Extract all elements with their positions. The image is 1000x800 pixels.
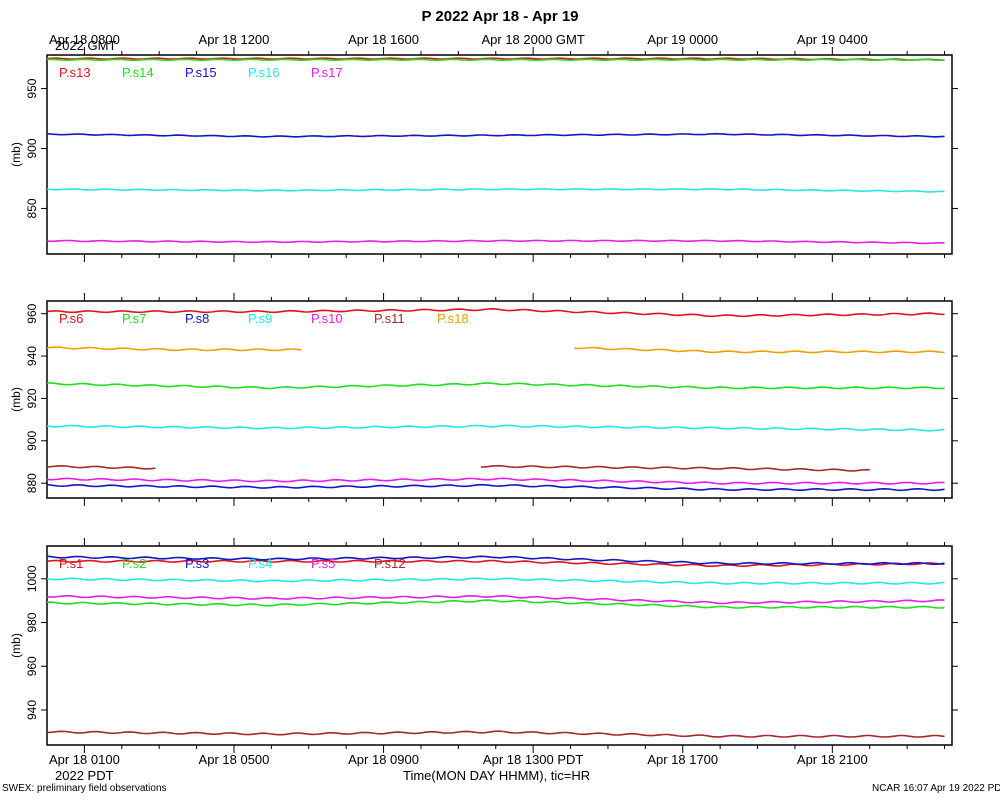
gmt-tick-label: Apr 18 0800 <box>49 32 120 47</box>
gmt-year-label: 2022 GMT <box>55 38 117 53</box>
series-line-P-s8 <box>46 483 945 492</box>
legend-entry-P-s12: P.s12 <box>374 556 406 571</box>
pdt-tick-label: Apr 18 1300 PDT <box>483 752 584 767</box>
gmt-tick-label: Apr 19 0000 <box>647 32 718 47</box>
y-tick-label: 900 <box>25 138 39 158</box>
footer-right-note: NCAR 16:07 Apr 19 2022 PDT <box>872 783 1000 794</box>
legend-entry-P-s10: P.s10 <box>311 311 343 326</box>
legend-entry-P-s11: P.s11 <box>374 311 405 326</box>
legend-entry-P-s9: P.s9 <box>248 311 272 326</box>
pdt-tick-label: Apr 18 0100 <box>49 752 120 767</box>
legend-entry-P-s13: P.s13 <box>59 65 91 80</box>
pdt-tick-label: Apr 18 1700 <box>647 752 718 767</box>
gmt-tick-label: Apr 18 1600 <box>348 32 419 47</box>
legend-entry-P-s14: P.s14 <box>122 65 154 80</box>
series-line-P-s13 <box>46 57 945 61</box>
series-line-P-s17 <box>46 239 945 245</box>
y-axis-label: (mb) <box>9 633 23 658</box>
y-tick-label: 960 <box>25 656 39 676</box>
series-line-P-s14 <box>47 58 945 62</box>
y-tick-label: 950 <box>25 78 39 98</box>
series-line-P-s16 <box>46 188 945 193</box>
pdt-year-label: 2022 PDT <box>55 768 114 783</box>
series-line-P-s10 <box>46 477 945 485</box>
series-line-P-s15 <box>46 132 945 138</box>
y-tick-label: 920 <box>25 388 39 408</box>
y-tick-label: 850 <box>25 198 39 218</box>
legend-entry-P-s1: P.s1 <box>59 556 83 571</box>
x-axis-label: Time(MON DAY HHMM), tic=HR <box>403 768 591 783</box>
chart-title: P 2022 Apr 18 - Apr 19 <box>421 8 579 25</box>
legend-entry-P-s17: P.s17 <box>311 65 343 80</box>
series-line-P-s18 <box>46 346 302 352</box>
y-axis-label: (mb) <box>9 142 23 167</box>
series-line-P-s9 <box>46 424 945 432</box>
pdt-tick-label: Apr 18 0500 <box>199 752 270 767</box>
series-line-P-s11 <box>480 464 870 472</box>
series-line-P-s5 <box>46 594 945 605</box>
series-line-P-s11 <box>46 464 156 470</box>
y-axis-label: (mb) <box>9 387 23 412</box>
y-tick-label: 960 <box>25 303 39 323</box>
y-tick-label: 1000 <box>25 565 39 592</box>
y-tick-label: 880 <box>25 473 39 493</box>
legend-entry-P-s6: P.s6 <box>59 311 83 326</box>
y-tick-label: 940 <box>25 346 39 366</box>
y-tick-label: 940 <box>25 700 39 720</box>
series-line-P-s4 <box>46 577 945 585</box>
series-line-P-s7 <box>46 382 945 390</box>
gmt-tick-label: Apr 18 2000 GMT <box>481 32 584 47</box>
y-tick-label: 980 <box>25 612 39 632</box>
legend-entry-P-s4: P.s4 <box>248 556 272 571</box>
legend-entry-P-s3: P.s3 <box>185 556 209 571</box>
legend-entry-P-s18: P.s18 <box>437 311 469 326</box>
footer-left-note: SWEX: preliminary field observations <box>2 783 167 794</box>
legend-entry-P-s2: P.s2 <box>122 556 146 571</box>
legend-entry-P-s8: P.s8 <box>185 311 209 326</box>
series-line-P-s3 <box>46 555 945 566</box>
series-line-P-s2 <box>46 599 945 609</box>
series-line-P-s6 <box>46 307 945 318</box>
legend-entry-P-s5: P.s5 <box>311 556 335 571</box>
panel-2-frame <box>46 300 953 499</box>
legend-entry-P-s16: P.s16 <box>248 65 280 80</box>
y-tick-label: 900 <box>25 430 39 450</box>
pdt-tick-label: Apr 18 0900 <box>348 752 419 767</box>
panel-1-frame <box>46 54 953 255</box>
series-line-P-s12 <box>46 730 945 738</box>
gmt-tick-label: Apr 18 1200 <box>199 32 270 47</box>
gmt-tick-label: Apr 19 0400 <box>797 32 868 47</box>
series-line-P-s18 <box>574 346 945 354</box>
pdt-tick-label: Apr 18 2100 <box>797 752 868 767</box>
legend-entry-P-s7: P.s7 <box>122 311 146 326</box>
legend-entry-P-s15: P.s15 <box>185 65 217 80</box>
panel-3-frame <box>46 545 953 746</box>
